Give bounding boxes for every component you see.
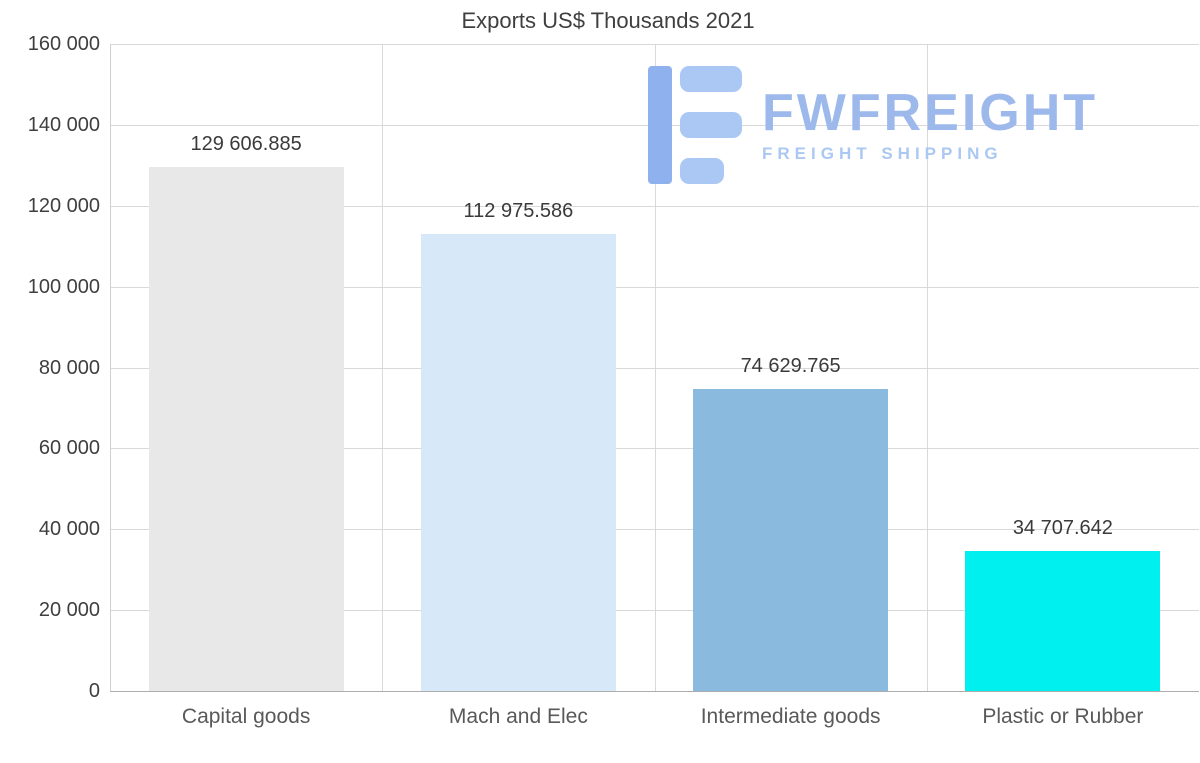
y-tick-label: 120 000: [27, 194, 100, 217]
x-axis-line: [110, 691, 1199, 692]
bar-plastic-or-rubber: [965, 550, 1161, 691]
fwfreight-logo-text: FWFREIGHT FREIGHT SHIPPING: [762, 86, 1099, 165]
y-tick-label: 80 000: [38, 356, 100, 379]
bar-mach-and-elec: [420, 234, 616, 691]
y-tick-label: 60 000: [38, 437, 100, 460]
y-axis-line: [110, 44, 111, 691]
bar-capital-goods: [148, 166, 344, 691]
bar-value-label: 74 629.765: [740, 355, 841, 378]
bar-intermediate-goods: [693, 389, 889, 691]
y-tick-label: 20 000: [38, 599, 100, 622]
y-tick-label: 40 000: [38, 518, 100, 541]
y-tick-label: 140 000: [27, 113, 100, 136]
v-gridline: [382, 44, 384, 691]
fwfreight-logo-name: FWFREIGHT: [762, 83, 1099, 142]
fwfreight-logo-icon: [648, 66, 742, 184]
bar-value-label: 34 707.642: [1012, 516, 1113, 539]
bar-value-label: 112 975.586: [463, 200, 574, 223]
x-category-label: Mach and Elec: [448, 705, 588, 728]
chart-title: Exports US$ Thousands 2021: [461, 8, 755, 33]
y-tick-label: 0: [88, 680, 100, 702]
bar-value-label: 129 606.885: [190, 132, 302, 155]
x-category-label: Plastic or Rubber: [982, 705, 1144, 728]
x-category-label: Intermediate goods: [700, 705, 881, 728]
x-category-label: Capital goods: [181, 705, 311, 728]
y-tick-label: 160 000: [27, 33, 100, 55]
y-tick-label: 100 000: [27, 275, 100, 298]
fwfreight-logo-tagline: FREIGHT SHIPPING: [762, 144, 1003, 164]
fwfreight-logo: FWFREIGHT FREIGHT SHIPPING: [648, 66, 1099, 184]
v-gridline: [926, 44, 928, 691]
v-gridline: [654, 44, 656, 691]
